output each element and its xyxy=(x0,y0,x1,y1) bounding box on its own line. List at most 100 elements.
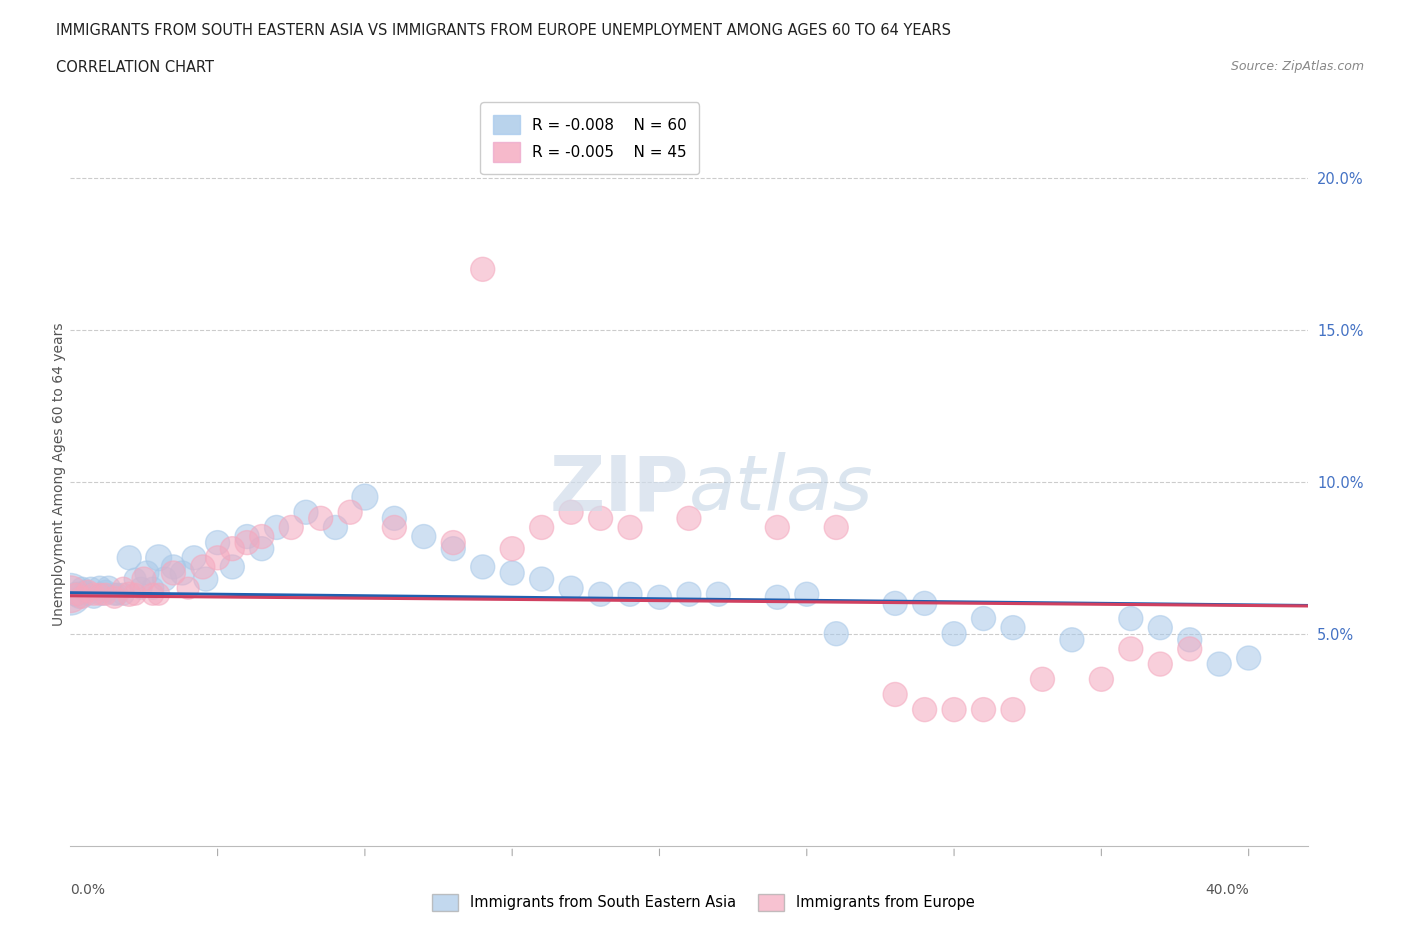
Point xyxy=(89,587,111,602)
Point xyxy=(118,551,141,565)
Point xyxy=(1119,611,1142,626)
Point xyxy=(162,565,184,580)
Text: IMMIGRANTS FROM SOUTH EASTERN ASIA VS IMMIGRANTS FROM EUROPE UNEMPLOYMENT AMONG : IMMIGRANTS FROM SOUTH EASTERN ASIA VS IM… xyxy=(56,23,952,38)
Point xyxy=(132,572,155,587)
Point xyxy=(501,541,523,556)
Point xyxy=(1090,671,1112,686)
Point xyxy=(207,535,229,550)
Legend: Immigrants from South Eastern Asia, Immigrants from Europe: Immigrants from South Eastern Asia, Immi… xyxy=(425,886,981,918)
Point xyxy=(1178,642,1201,657)
Point xyxy=(560,505,582,520)
Point xyxy=(70,590,93,604)
Point xyxy=(65,587,87,602)
Point xyxy=(648,590,671,604)
Point xyxy=(112,580,135,595)
Point xyxy=(59,587,82,602)
Point xyxy=(1149,657,1171,671)
Point xyxy=(124,587,146,602)
Text: atlas: atlas xyxy=(689,452,873,526)
Point xyxy=(162,560,184,575)
Point xyxy=(70,580,93,595)
Point xyxy=(94,584,117,599)
Point xyxy=(172,565,194,580)
Point xyxy=(1208,657,1230,671)
Point xyxy=(67,590,90,604)
Point xyxy=(914,596,936,611)
Point xyxy=(309,511,332,525)
Point xyxy=(1149,620,1171,635)
Point xyxy=(884,596,907,611)
Point xyxy=(530,520,553,535)
Point xyxy=(107,587,129,602)
Text: ZIP: ZIP xyxy=(550,452,689,526)
Point xyxy=(339,505,361,520)
Point xyxy=(973,702,995,717)
Point xyxy=(1001,702,1024,717)
Point xyxy=(412,529,434,544)
Point xyxy=(77,587,100,602)
Point xyxy=(250,541,273,556)
Point xyxy=(619,520,641,535)
Point xyxy=(77,584,100,599)
Point xyxy=(825,520,848,535)
Point xyxy=(325,520,347,535)
Point xyxy=(112,587,135,602)
Point xyxy=(943,626,966,641)
Point xyxy=(943,702,966,717)
Point xyxy=(266,520,288,535)
Point xyxy=(142,580,165,595)
Point xyxy=(825,626,848,641)
Point xyxy=(619,587,641,602)
Text: 40.0%: 40.0% xyxy=(1205,883,1249,897)
Point xyxy=(1237,651,1260,666)
Point xyxy=(142,587,165,602)
Point xyxy=(560,580,582,595)
Point xyxy=(914,702,936,717)
Point xyxy=(1178,632,1201,647)
Point xyxy=(678,587,700,602)
Point xyxy=(97,580,120,595)
Text: Source: ZipAtlas.com: Source: ZipAtlas.com xyxy=(1230,60,1364,73)
Point xyxy=(766,590,789,604)
Point xyxy=(589,587,612,602)
Point xyxy=(83,590,105,604)
Point xyxy=(94,587,117,602)
Point xyxy=(118,587,141,602)
Point xyxy=(1001,620,1024,635)
Point xyxy=(707,587,730,602)
Text: 0.0%: 0.0% xyxy=(70,883,105,897)
Point xyxy=(207,551,229,565)
Point xyxy=(382,511,405,525)
Point xyxy=(183,551,205,565)
Point xyxy=(382,520,405,535)
Point xyxy=(194,572,217,587)
Point xyxy=(91,587,114,602)
Point xyxy=(501,565,523,580)
Point xyxy=(1060,632,1083,647)
Point xyxy=(678,511,700,525)
Point xyxy=(295,505,318,520)
Point xyxy=(280,520,302,535)
Point xyxy=(103,590,125,604)
Point xyxy=(80,580,103,595)
Point xyxy=(124,572,146,587)
Point xyxy=(65,587,87,602)
Point xyxy=(441,541,464,556)
Point xyxy=(236,535,259,550)
Point xyxy=(89,580,111,595)
Point xyxy=(236,529,259,544)
Point xyxy=(103,587,125,602)
Text: CORRELATION CHART: CORRELATION CHART xyxy=(56,60,214,75)
Point xyxy=(471,560,494,575)
Point xyxy=(135,565,157,580)
Point xyxy=(1031,671,1053,686)
Point xyxy=(148,551,170,565)
Point xyxy=(221,560,243,575)
Point xyxy=(884,687,907,702)
Point xyxy=(153,572,176,587)
Point xyxy=(83,587,105,602)
Point xyxy=(221,541,243,556)
Point xyxy=(73,584,96,599)
Y-axis label: Unemployment Among Ages 60 to 64 years: Unemployment Among Ages 60 to 64 years xyxy=(52,323,66,626)
Point xyxy=(796,587,818,602)
